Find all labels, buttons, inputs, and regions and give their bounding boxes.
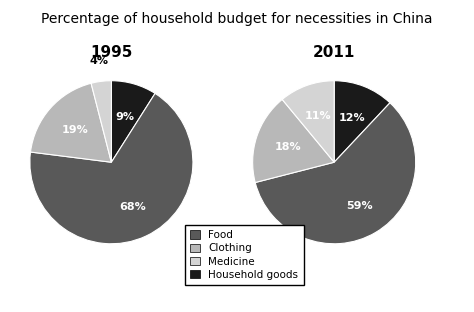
Title: 1995: 1995	[90, 45, 133, 60]
Text: 68%: 68%	[119, 202, 146, 212]
Wedge shape	[255, 103, 416, 244]
Text: Percentage of household budget for necessities in China: Percentage of household budget for neces…	[41, 12, 433, 27]
Wedge shape	[282, 81, 334, 162]
Wedge shape	[30, 93, 193, 244]
Wedge shape	[253, 100, 334, 183]
Wedge shape	[30, 83, 111, 162]
Wedge shape	[111, 81, 155, 162]
Text: 9%: 9%	[115, 112, 134, 122]
Text: 4%: 4%	[89, 56, 108, 66]
Text: 59%: 59%	[346, 201, 373, 211]
Legend: Food, Clothing, Medicine, Household goods: Food, Clothing, Medicine, Household good…	[184, 225, 304, 285]
Text: 19%: 19%	[61, 125, 88, 135]
Title: 2011: 2011	[313, 45, 356, 60]
Wedge shape	[334, 81, 390, 162]
Text: 18%: 18%	[274, 142, 301, 152]
Wedge shape	[91, 81, 111, 162]
Text: 12%: 12%	[338, 113, 365, 123]
Text: 11%: 11%	[304, 111, 331, 121]
